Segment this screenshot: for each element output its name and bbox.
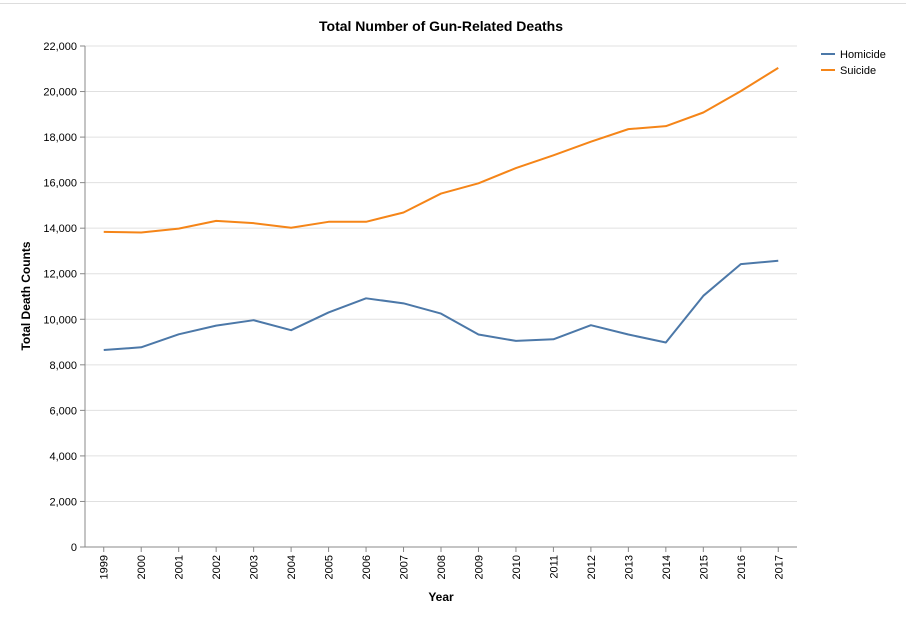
x-tick-label: 2011 [548,555,560,579]
y-tick-label: 0 [71,542,77,554]
x-tick-label: 2016 [736,555,748,579]
y-axis: 0 2,000 4,000 6,000 8,000 10,000 12,000 14,000 1… [43,41,86,554]
y-tick-label: 8,000 [49,360,77,372]
y-axis-title: Total Death Counts [19,241,33,350]
y-tick-label: 14,000 [43,223,77,235]
x-tick-label: 2001 [174,555,186,579]
x-tick-label: 2012 [586,555,598,579]
y-tick-label: 12,000 [43,269,77,281]
legend: Homicide Suicide [821,49,886,77]
x-tick-label: 2008 [436,555,448,579]
series-line-suicide [103,67,779,234]
grid [85,45,797,548]
chart-title: Total Number of Gun-Related Deaths [319,18,563,34]
legend-label-homicide: Homicide [840,49,886,61]
y-tick-label: 10,000 [43,314,77,326]
y-tick-label: 16,000 [43,178,77,190]
x-tick-label: 2003 [249,555,261,579]
x-tick-label: 2002 [211,555,223,579]
series-line-homicide [103,259,779,352]
y-tick-label: 6,000 [49,405,77,417]
y-tick-label: 2,000 [49,496,77,508]
y-tick-label: 4,000 [49,451,77,463]
x-tick-label: 2006 [361,555,373,579]
x-tick-label: 1999 [99,555,111,579]
legend-label-suicide: Suicide [840,65,876,77]
y-tick-label: 22,000 [43,41,77,53]
top-border [0,0,906,4]
x-tick-label: 2015 [698,555,710,579]
x-tick-label: 2010 [511,555,523,579]
x-tick-label: 2000 [136,555,148,579]
y-tick-label: 18,000 [43,132,77,144]
x-tick-label: 2004 [286,555,298,579]
x-tick-label: 2014 [661,555,673,579]
x-axis: 1999 2000 2001 2002 2003 2004 2005 2006 2007 2008… [85,546,797,579]
series-lines [103,67,779,352]
x-tick-label: 2009 [473,555,485,579]
x-axis-title: Year [428,590,454,604]
x-tick-label: 2007 [399,555,411,579]
x-tick-label: 2017 [773,555,785,579]
x-tick-label: 2013 [623,555,635,579]
y-tick-label: 20,000 [43,87,77,99]
x-tick-label: 2005 [324,555,336,579]
